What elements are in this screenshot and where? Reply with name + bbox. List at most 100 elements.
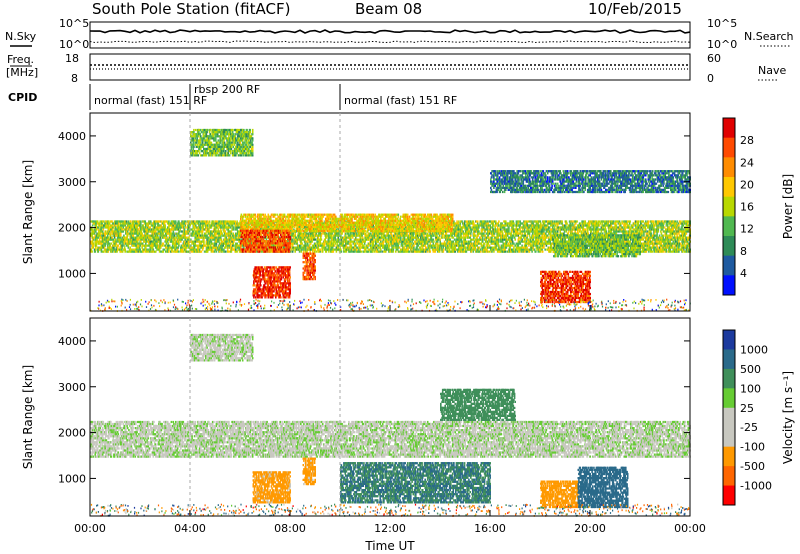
data-cell	[121, 247, 123, 249]
data-cell	[94, 251, 96, 253]
data-cell	[139, 249, 141, 251]
data-cell	[155, 230, 157, 232]
data-cell	[111, 220, 113, 222]
data-cell	[127, 230, 129, 232]
data-cell	[155, 222, 157, 224]
data-cell	[104, 247, 106, 249]
data-cell	[93, 239, 95, 241]
data-cell	[116, 243, 118, 245]
data-cell	[110, 235, 112, 237]
data-cell	[137, 241, 139, 243]
data-cell	[124, 241, 126, 243]
data-cell	[99, 239, 101, 241]
noise-tick-left-top: 10^5	[59, 17, 89, 30]
data-cell	[101, 249, 103, 251]
data-cell	[107, 235, 109, 237]
nsky-label: N.Sky	[5, 30, 37, 43]
data-cell	[95, 230, 97, 232]
data-cell	[139, 220, 141, 222]
data-cell	[109, 233, 111, 235]
data-cell	[138, 239, 140, 241]
data-cell	[158, 222, 160, 224]
data-cell	[131, 230, 133, 232]
data-cell	[161, 224, 163, 226]
data-cell	[150, 239, 152, 241]
data-cell	[131, 249, 133, 251]
data-cell	[109, 222, 111, 224]
data-cell	[104, 235, 106, 237]
data-cell	[150, 249, 152, 251]
data-cell	[141, 233, 143, 235]
data-cell	[121, 245, 123, 247]
data-cell	[149, 226, 151, 228]
data-cell	[111, 237, 113, 239]
data-cell	[124, 251, 126, 253]
data-cell	[136, 249, 138, 251]
data-cell	[157, 235, 159, 237]
data-cell	[142, 243, 144, 245]
cpid-segment-label: normal (fast) 151 RF	[344, 94, 457, 107]
data-cell	[149, 222, 151, 224]
data-cell	[115, 226, 117, 228]
data-cell	[146, 249, 148, 251]
data-cell	[121, 249, 123, 251]
data-cell	[105, 243, 107, 245]
data-cell	[128, 245, 130, 247]
data-cell	[160, 247, 162, 249]
data-cell	[108, 224, 110, 226]
data-cell	[101, 222, 103, 224]
data-cell	[93, 247, 95, 249]
data-cell	[153, 249, 155, 251]
data-cell	[139, 247, 141, 249]
data-cell	[112, 224, 114, 226]
data-cell	[99, 235, 101, 237]
data-cell	[154, 224, 156, 226]
data-cell	[96, 245, 98, 247]
data-cell	[156, 243, 158, 245]
data-cell	[98, 251, 100, 253]
data-cell	[138, 235, 140, 237]
data-cell	[161, 220, 163, 222]
data-cell	[112, 228, 114, 230]
data-cell	[118, 245, 120, 247]
data-cell	[98, 228, 100, 230]
data-cell	[96, 228, 98, 230]
data-cell	[127, 235, 129, 237]
data-cell	[146, 239, 148, 241]
data-cell	[98, 226, 100, 228]
data-cell	[100, 233, 102, 235]
data-cell	[96, 243, 98, 245]
data-cell	[107, 245, 109, 247]
cpid-row: normal (fast) 151 RFrbsp 200 RFnormal (f…	[90, 83, 457, 110]
data-cell	[108, 220, 110, 222]
data-cell	[136, 226, 138, 228]
data-cell	[120, 237, 122, 239]
data-cell	[117, 247, 119, 249]
data-cell	[159, 249, 161, 251]
data-cell	[140, 241, 142, 243]
data-cell	[126, 228, 128, 230]
freq-tick-top: 18	[65, 52, 79, 65]
data-cell	[162, 245, 164, 247]
data-cell	[109, 230, 111, 232]
data-cell	[128, 247, 130, 249]
data-cell	[93, 245, 95, 247]
station-title: South Pole Station (fitACF)	[92, 0, 290, 18]
data-cell	[149, 228, 151, 230]
data-cell	[97, 220, 99, 222]
data-cell	[102, 230, 104, 232]
data-cell	[159, 243, 161, 245]
data-cell	[118, 222, 120, 224]
data-cell	[109, 247, 111, 249]
data-cell	[136, 222, 138, 224]
data-cell	[103, 226, 105, 228]
data-cell	[152, 247, 154, 249]
data-cell	[123, 230, 125, 232]
data-cell	[131, 226, 133, 228]
nave-tick-top: 60	[707, 52, 721, 65]
data-cell	[118, 224, 120, 226]
data-cell	[116, 241, 118, 243]
data-cell	[160, 241, 162, 243]
data-cell	[108, 241, 110, 243]
nave-label: Nave	[758, 64, 786, 77]
